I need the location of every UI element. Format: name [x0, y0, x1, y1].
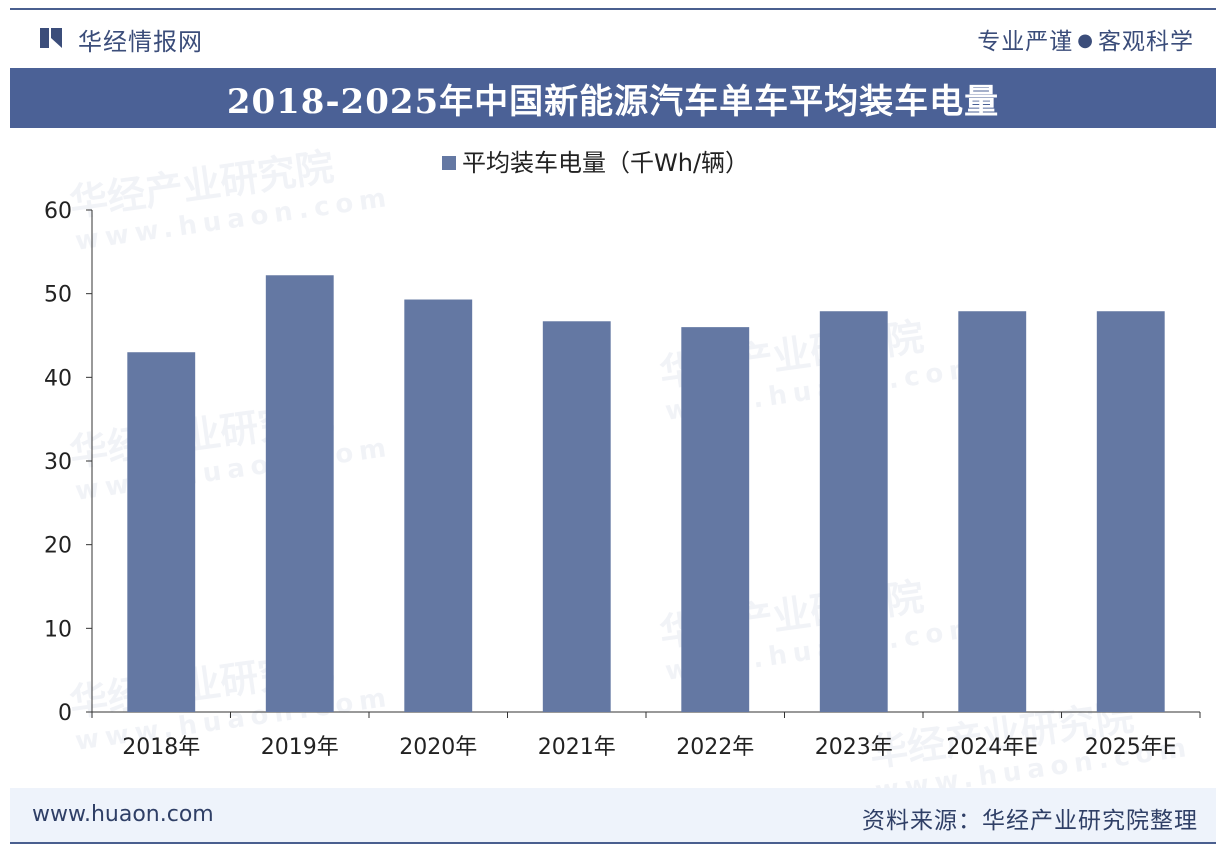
x-tick-label: 2019年	[261, 735, 339, 760]
legend-swatch	[442, 156, 456, 170]
bar	[265, 275, 334, 712]
x-axis: 2018年 2019年 2020年 2021年 2022年 2023年 2024年E 2025…	[91, 711, 1201, 760]
legend-label: 平均装车电量（千Wh/辆）	[462, 149, 749, 177]
x-tick-label: 2024年E	[946, 735, 1038, 760]
bars	[127, 275, 1165, 712]
y-tick-label: 10	[44, 617, 72, 642]
slogan-left: 专业严谨	[977, 29, 1074, 55]
y-tick-label: 50	[44, 283, 72, 308]
data-source: 资料来源：华经产业研究院整理	[862, 808, 1198, 834]
page-frame	[10, 8, 1216, 844]
header-bar: 华经情报网 专业严谨 ● 客观科学	[10, 10, 1216, 64]
x-tick-label: 2023年	[815, 735, 893, 760]
brand-name: 华经情报网	[78, 28, 203, 56]
slogan: 专业严谨 ● 客观科学	[977, 22, 1194, 56]
y-tick-label: 60	[44, 199, 72, 224]
bar	[127, 352, 196, 712]
chart-title: 2018-2025年中国新能源汽车单车平均装车电量	[226, 81, 1000, 122]
footer-bar: www.huaon.com 资料来源：华经产业研究院整理	[10, 788, 1216, 842]
bar	[542, 321, 611, 712]
y-tick-label: 20	[44, 534, 72, 559]
x-tick-label: 2020年	[399, 735, 477, 760]
bar	[681, 327, 750, 712]
slogan-dot-icon: ●	[1077, 30, 1094, 51]
bar	[819, 311, 888, 712]
x-tick-label: 2025年E	[1085, 735, 1177, 760]
slogan-right: 客观科学	[1098, 29, 1194, 55]
y-tick-label: 30	[44, 450, 72, 475]
footer-url-link[interactable]: www.huaon.com	[32, 802, 214, 827]
title-band: 2018-2025年中国新能源汽车单车平均装车电量	[10, 68, 1216, 128]
y-tick-label: 40	[44, 366, 72, 391]
bar	[1096, 311, 1165, 712]
y-axis: 0 10 20 30 40 50 60	[44, 199, 93, 726]
chart-area: 华经产业研究院 www.huaon.com 华经产业研究院 www.huaon.…	[10, 130, 1216, 807]
brand-logo-icon	[40, 28, 62, 48]
y-tick-label: 0	[58, 701, 72, 726]
x-tick-label: 2022年	[676, 735, 754, 760]
bar	[958, 311, 1027, 712]
x-tick-label: 2018年	[122, 735, 200, 760]
bar	[404, 299, 473, 712]
legend: 平均装车电量（千Wh/辆）	[442, 149, 749, 177]
x-tick-label: 2021年	[538, 735, 616, 760]
